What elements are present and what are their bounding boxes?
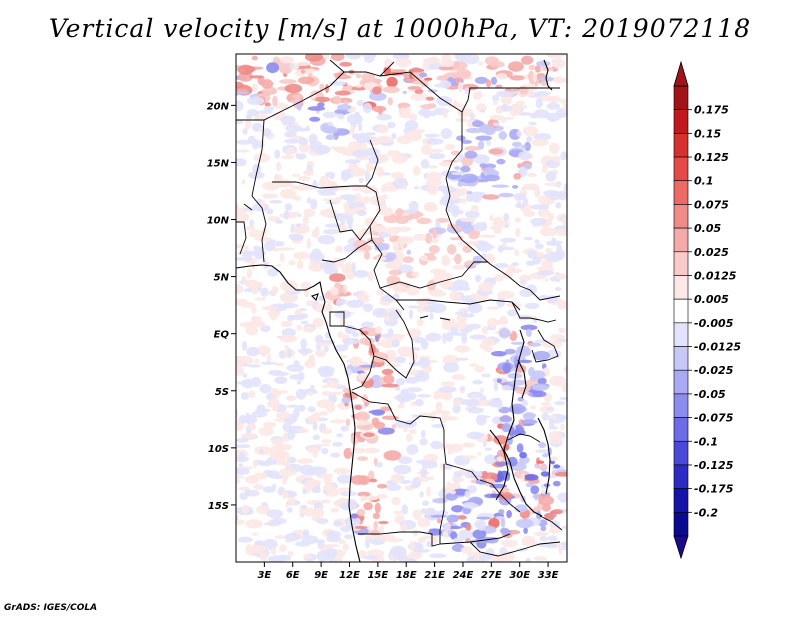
- colorbar-label: -0.05: [694, 388, 726, 401]
- lat-tick-label: 15N: [207, 158, 230, 169]
- country-borders: [236, 59, 563, 557]
- colorbar: 0.175 0.15 0.125 0.1 0.075 0.05 0.025 0.0125 0.0…: [673, 60, 741, 560]
- colorbar-label: 0.125: [694, 151, 729, 164]
- colorbar-label: 0.1: [694, 175, 714, 188]
- colorbar-segment: [673, 346, 689, 371]
- lon-tick-label: 18E: [396, 570, 417, 581]
- colorbar-label: 0.025: [694, 246, 729, 259]
- colorbar-label: 0.005: [694, 293, 729, 306]
- lon-tick-label: 33E: [538, 570, 559, 581]
- colorbar-label: 0.0125: [694, 269, 737, 282]
- lat-tick-label: 5S: [215, 387, 229, 398]
- colorbar-segment: [673, 227, 689, 253]
- colorbar-label: -0.1: [694, 435, 718, 448]
- lon-tick-label: 30E: [509, 570, 530, 581]
- colorbar-segment: [673, 488, 689, 513]
- lon-tick-label: 12E: [339, 570, 360, 581]
- colorbar-label: -0.0125: [694, 341, 741, 354]
- colorbar-segment: [673, 512, 689, 537]
- colorbar-segment: [673, 417, 689, 442]
- colorbar-bottom-arrow: [673, 535, 689, 560]
- lon-tick-label: 3E: [257, 570, 271, 581]
- colorbar-segment: [673, 85, 689, 110]
- colorbar-segment: [673, 298, 689, 324]
- coastlines: [236, 59, 553, 562]
- lon-tick-label: 6E: [286, 570, 300, 581]
- longitude-axis: 3E 6E 9E 12E 15E 18E 21E 24E 27E 30E 33E: [257, 562, 559, 581]
- lon-tick-label: 9E: [314, 570, 328, 581]
- colorbar-label: -0.125: [694, 459, 734, 472]
- latitude-axis: 20N 15N 10N 5N EQ 5S 10S 15S: [207, 101, 236, 512]
- colorbar-label: 0.075: [694, 198, 729, 211]
- colorbar-segment: [673, 440, 689, 466]
- colorbar-segment: [673, 109, 689, 134]
- colorbar-segment: [673, 322, 689, 347]
- colorbar-label: -0.005: [694, 317, 734, 330]
- lat-tick-label: 5N: [214, 273, 230, 284]
- colorbar-segment: [673, 275, 689, 300]
- lon-tick-label: 24E: [453, 570, 474, 581]
- colorbar-segment: [673, 156, 689, 182]
- lon-tick-label: 27E: [481, 570, 502, 581]
- lat-tick-label: 15S: [208, 501, 229, 512]
- colorbar-label: -0.2: [694, 506, 718, 519]
- lat-tick-label: EQ: [214, 330, 230, 341]
- colorbar-segment: [673, 369, 689, 395]
- colorbar-segment: [673, 393, 689, 418]
- colorbar-label: 0.175: [694, 104, 729, 117]
- colorbar-segment: [673, 251, 689, 276]
- colorbar-segment: [673, 204, 689, 229]
- colorbar-label: 0.15: [694, 127, 721, 140]
- colorbar-segment: [673, 133, 689, 158]
- map-frame: [235, 53, 568, 563]
- colorbar-segment: [673, 180, 689, 205]
- lon-tick-label: 21E: [424, 570, 445, 581]
- grads-credit: GrADS: IGES/COLA: [4, 603, 98, 613]
- colorbar-label: 0.05: [694, 222, 721, 235]
- lat-tick-label: 10S: [208, 444, 229, 455]
- lat-tick-label: 20N: [207, 101, 230, 112]
- colorbar-segment: [673, 464, 689, 489]
- chart-title: Vertical velocity [m/s] at 1000hPa, VT: …: [48, 14, 752, 43]
- colorbar-label: -0.075: [694, 412, 734, 425]
- colorbar-label: -0.025: [694, 364, 734, 377]
- lat-tick-label: 10N: [207, 216, 230, 227]
- lon-tick-label: 15E: [367, 570, 388, 581]
- colorbar-label: -0.175: [694, 483, 734, 496]
- colorbar-top-arrow: [673, 60, 689, 87]
